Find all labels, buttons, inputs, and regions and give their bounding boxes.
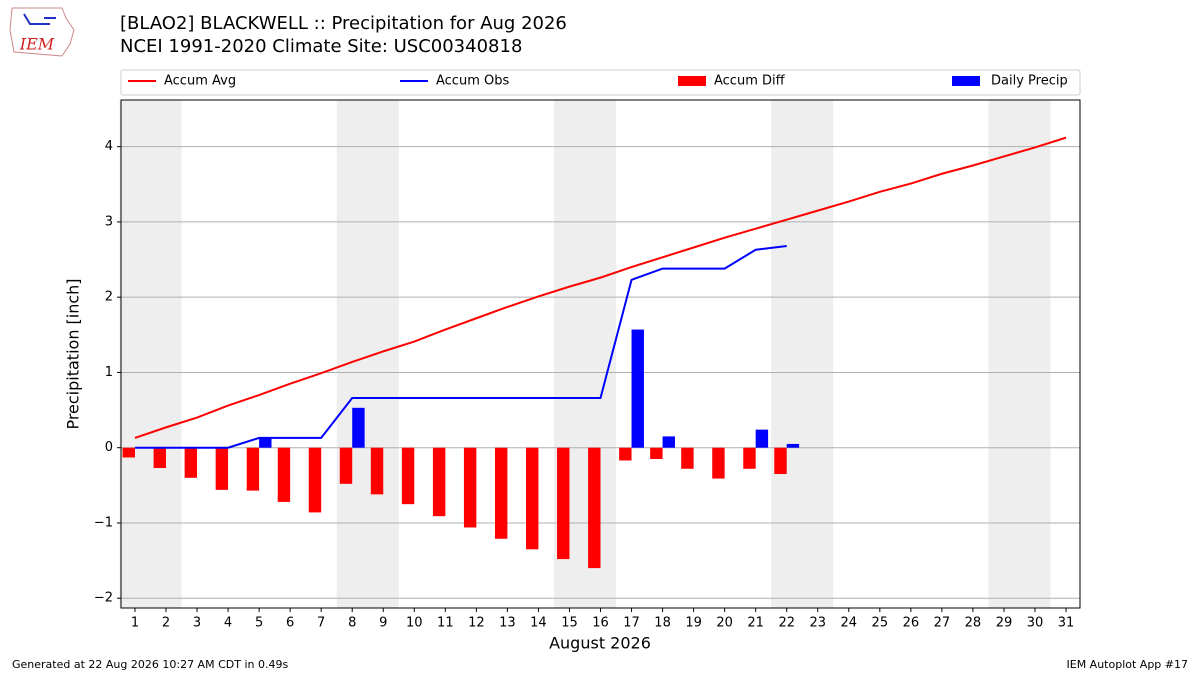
x-tick-label: 18 xyxy=(654,616,671,631)
y-tick-label: −2 xyxy=(94,591,113,606)
x-tick-label: 15 xyxy=(561,616,578,631)
bar xyxy=(184,447,198,478)
bar xyxy=(259,437,272,448)
x-tick-label: 11 xyxy=(437,616,454,631)
x-tick-label: 19 xyxy=(685,616,702,631)
y-tick-label: 3 xyxy=(105,214,113,229)
bar xyxy=(755,429,769,448)
bar xyxy=(277,447,291,502)
y-tick-label: 1 xyxy=(105,365,113,380)
y-tick-label: 2 xyxy=(105,290,113,305)
bar xyxy=(526,447,539,550)
legend-swatch xyxy=(678,76,706,86)
x-tick-label: 3 xyxy=(193,616,201,631)
bar xyxy=(370,447,384,495)
weekend-shade xyxy=(771,100,834,608)
weekend-shade xyxy=(336,100,399,608)
x-tick-label: 21 xyxy=(747,616,764,631)
x-tick-label: 8 xyxy=(348,616,356,631)
x-tick-label: 1 xyxy=(131,616,139,631)
bar xyxy=(712,447,725,479)
bar xyxy=(339,447,353,484)
legend-label: Accum Diff xyxy=(714,74,786,89)
legend xyxy=(120,69,1081,96)
x-tick-label: 27 xyxy=(934,616,951,631)
bar xyxy=(352,407,365,448)
x-tick-label: 14 xyxy=(530,616,547,631)
bar xyxy=(463,447,477,528)
x-tick-label: 17 xyxy=(623,616,640,631)
bar xyxy=(246,447,260,491)
x-tick-label: 9 xyxy=(379,616,387,631)
bar xyxy=(588,447,601,569)
x-tick-label: 23 xyxy=(809,616,826,631)
footer-right: IEM Autoplot App #17 xyxy=(1067,658,1189,671)
x-tick-label: 22 xyxy=(778,616,795,631)
legend-label: Daily Precip xyxy=(991,74,1068,89)
bar xyxy=(215,447,229,490)
bar xyxy=(743,447,756,469)
bar xyxy=(774,447,787,475)
x-tick-label: 7 xyxy=(317,616,325,631)
bar xyxy=(122,447,135,458)
x-tick-label: 20 xyxy=(716,616,733,631)
bar xyxy=(308,447,322,513)
x-axis-label: August 2026 xyxy=(549,634,651,653)
x-tick-label: 28 xyxy=(965,616,982,631)
x-tick-label: 26 xyxy=(903,616,920,631)
bar xyxy=(619,447,632,461)
chart-title: [BLAO2] BLACKWELL :: Precipitation for A… xyxy=(120,13,567,34)
bar xyxy=(631,329,644,448)
bar xyxy=(681,447,694,469)
bar xyxy=(401,447,415,505)
x-tick-label: 6 xyxy=(286,616,294,631)
x-tick-label: 12 xyxy=(468,616,485,631)
chart-subtitle: NCEI 1991-2020 Climate Site: USC00340818 xyxy=(120,36,522,57)
line xyxy=(134,136,1067,439)
logo-text: IEM xyxy=(19,35,55,54)
x-tick-label: 24 xyxy=(841,616,858,631)
x-tick-label: 13 xyxy=(499,616,516,631)
x-tick-label: 4 xyxy=(224,616,232,631)
line xyxy=(134,245,787,449)
bar xyxy=(153,447,167,469)
plot-frame xyxy=(120,99,1081,609)
bar xyxy=(662,436,675,448)
legend-label: Accum Obs xyxy=(436,74,509,89)
x-tick-label: 5 xyxy=(255,616,263,631)
x-tick-label: 16 xyxy=(592,616,609,631)
bar xyxy=(432,447,446,517)
footer-left: Generated at 22 Aug 2026 10:27 AM CDT in… xyxy=(12,658,288,671)
legend-swatch xyxy=(952,76,980,86)
y-axis-label: Precipitation [inch] xyxy=(64,278,83,429)
logo: IEM xyxy=(9,7,75,57)
x-tick-label: 31 xyxy=(1058,616,1075,631)
y-tick-label: 4 xyxy=(105,139,113,154)
legend-label: Accum Avg xyxy=(164,74,236,89)
weekend-shade xyxy=(119,100,182,608)
x-tick-label: 10 xyxy=(406,616,423,631)
x-tick-label: 25 xyxy=(872,616,889,631)
bar xyxy=(494,447,508,539)
weekend-shade xyxy=(988,100,1051,608)
x-tick-label: 29 xyxy=(996,616,1013,631)
bar xyxy=(650,447,663,459)
bar xyxy=(786,443,800,448)
y-tick-label: 0 xyxy=(105,440,113,455)
y-tick-label: −1 xyxy=(94,515,113,530)
bar xyxy=(557,447,570,560)
x-tick-label: 30 xyxy=(1027,616,1044,631)
x-tick-label: 2 xyxy=(162,616,170,631)
